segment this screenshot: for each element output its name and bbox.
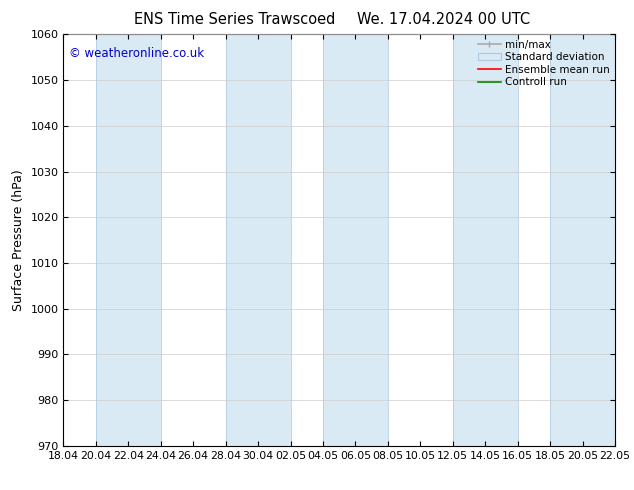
Y-axis label: Surface Pressure (hPa): Surface Pressure (hPa): [12, 169, 25, 311]
Text: We. 17.04.2024 00 UTC: We. 17.04.2024 00 UTC: [357, 12, 531, 27]
Bar: [453, 34, 517, 446]
Bar: [550, 34, 615, 446]
Text: ENS Time Series Trawscoed: ENS Time Series Trawscoed: [134, 12, 335, 27]
Bar: [96, 34, 161, 446]
Bar: [226, 34, 290, 446]
Legend: min/max, Standard deviation, Ensemble mean run, Controll run: min/max, Standard deviation, Ensemble me…: [476, 37, 612, 89]
Text: © weatheronline.co.uk: © weatheronline.co.uk: [69, 47, 204, 60]
Bar: [323, 34, 388, 446]
